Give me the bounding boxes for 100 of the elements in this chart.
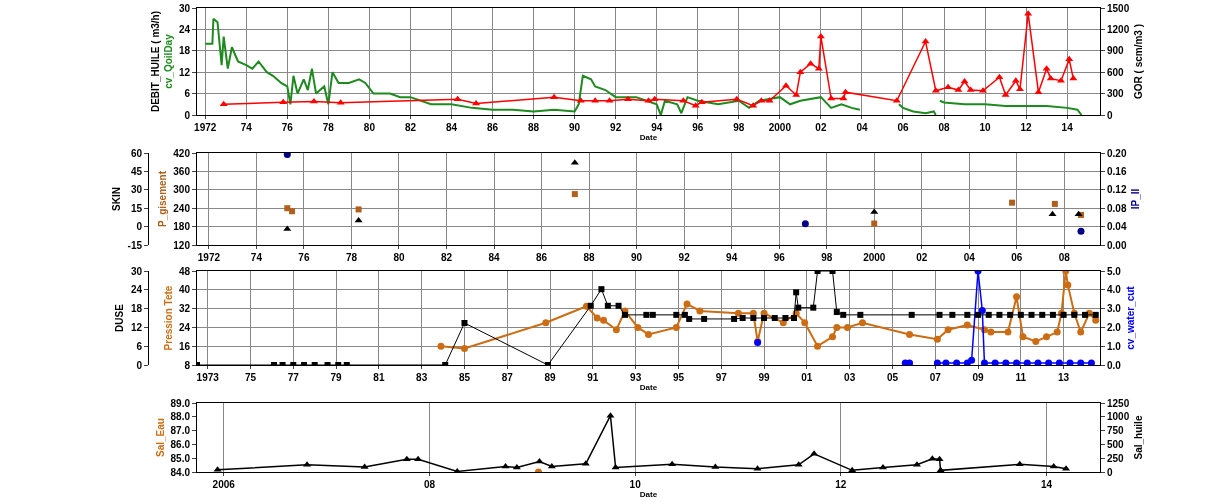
- x-tick-label: 92: [678, 252, 691, 263]
- y2-tick-label: 0: [1107, 466, 1113, 478]
- x-tick-label: 94: [726, 252, 738, 263]
- x-tick-label: 05: [886, 372, 899, 383]
- point: [683, 300, 691, 308]
- x-tick-label: 85: [458, 372, 471, 383]
- y3-tick-label: 12: [130, 321, 143, 333]
- x-tick-label: 95: [672, 372, 685, 383]
- y3-tick-label: 24: [130, 284, 143, 296]
- point: [871, 220, 878, 227]
- x-tick-label: 78: [322, 122, 335, 133]
- point: [1009, 199, 1016, 206]
- x-tick-label: 03: [844, 372, 856, 383]
- point: [701, 315, 708, 322]
- y2-tick-label: 0: [1107, 109, 1113, 121]
- x-tick-label: 97: [715, 372, 728, 383]
- point: [1077, 359, 1085, 365]
- point: [964, 311, 971, 318]
- x-tick-label: 99: [758, 372, 771, 383]
- point: [1077, 328, 1085, 336]
- point: [1049, 462, 1058, 469]
- point: [953, 359, 961, 365]
- point: [460, 345, 468, 353]
- point: [1087, 359, 1095, 365]
- y-tick-label: 360: [173, 165, 191, 177]
- point: [761, 315, 768, 321]
- x-tick-label: 04: [856, 122, 868, 133]
- y2-tick-label: 500: [1107, 438, 1125, 450]
- y2-tick-label: 2.0: [1107, 321, 1122, 333]
- y3-tick-label: 18: [130, 303, 143, 315]
- y2-tick-label: 0.16: [1107, 165, 1127, 177]
- point: [1045, 359, 1053, 365]
- point: [739, 315, 746, 321]
- y3-tick-label: 15: [130, 202, 143, 214]
- point: [354, 216, 363, 223]
- point: [1092, 316, 1100, 324]
- text: cv_water_cut: [1124, 285, 1136, 350]
- point: [782, 315, 789, 321]
- point: [598, 286, 605, 293]
- x-tick-label: 82: [404, 122, 417, 133]
- point: [996, 311, 1003, 318]
- y-tick-label: 86.0: [170, 438, 191, 450]
- y-tick-label: 88.0: [170, 411, 191, 423]
- point: [600, 316, 608, 324]
- point: [795, 304, 802, 311]
- point: [906, 330, 914, 338]
- point: [933, 359, 941, 365]
- point: [975, 311, 982, 318]
- y2-tick-label: 0.12: [1107, 184, 1127, 196]
- x-tick-label: 88: [583, 252, 596, 263]
- point: [1023, 359, 1031, 365]
- x-tick-label: 76: [281, 122, 294, 133]
- y-tick-label: 240: [173, 202, 191, 214]
- x-tick-label: 96: [692, 122, 704, 133]
- point: [1034, 359, 1042, 365]
- x-tick-label: 02: [815, 122, 827, 133]
- point: [801, 220, 809, 228]
- point: [1007, 311, 1014, 318]
- point: [829, 333, 837, 341]
- x-tick-label: 09: [972, 372, 985, 383]
- text: Pression Tete: [162, 285, 174, 351]
- point: [1049, 311, 1056, 318]
- point: [908, 311, 915, 318]
- text: DUSE: [113, 303, 125, 332]
- point: [1017, 311, 1024, 318]
- y-tick-label: 420: [173, 147, 191, 159]
- text: Sal_huile: [1133, 415, 1145, 460]
- y2-tick-label: 1000: [1107, 411, 1130, 423]
- x-tick-label: 74: [250, 252, 263, 263]
- point: [414, 455, 423, 462]
- x-tick-label: 84: [488, 252, 501, 263]
- y-tick-label: 12: [178, 66, 191, 78]
- text: P_gisement: [157, 170, 169, 228]
- text: IP_II: [1130, 188, 1142, 210]
- x-tick-label: 90: [569, 122, 581, 133]
- x-tick-label: 01: [801, 372, 813, 383]
- x-tick-label: 75: [244, 372, 257, 383]
- point: [1002, 359, 1010, 365]
- point: [833, 323, 841, 331]
- y-tick-label: 8: [184, 359, 191, 371]
- point: [810, 304, 817, 311]
- point: [634, 323, 642, 331]
- text: SKIN: [110, 187, 122, 211]
- x-tick-label: 82: [440, 252, 453, 263]
- y2-tick-label: 250: [1107, 452, 1125, 464]
- point: [857, 311, 864, 318]
- y3-tick-label: -15: [127, 239, 143, 251]
- point: [1015, 85, 1024, 92]
- point: [944, 326, 952, 334]
- y-tick-label: 6: [184, 88, 191, 100]
- y2-tick-label: 0.00: [1107, 239, 1127, 251]
- y-tick-label: 300: [173, 184, 191, 196]
- x-tick-label: 91: [587, 372, 599, 383]
- point: [963, 321, 971, 329]
- x-tick-label: 10: [629, 479, 642, 490]
- point: [1043, 333, 1050, 341]
- point: [649, 311, 656, 318]
- y-tick-label: 85.0: [170, 452, 191, 464]
- x-tick-label: 80: [363, 122, 376, 133]
- text: cv_QoilDay: [162, 33, 174, 89]
